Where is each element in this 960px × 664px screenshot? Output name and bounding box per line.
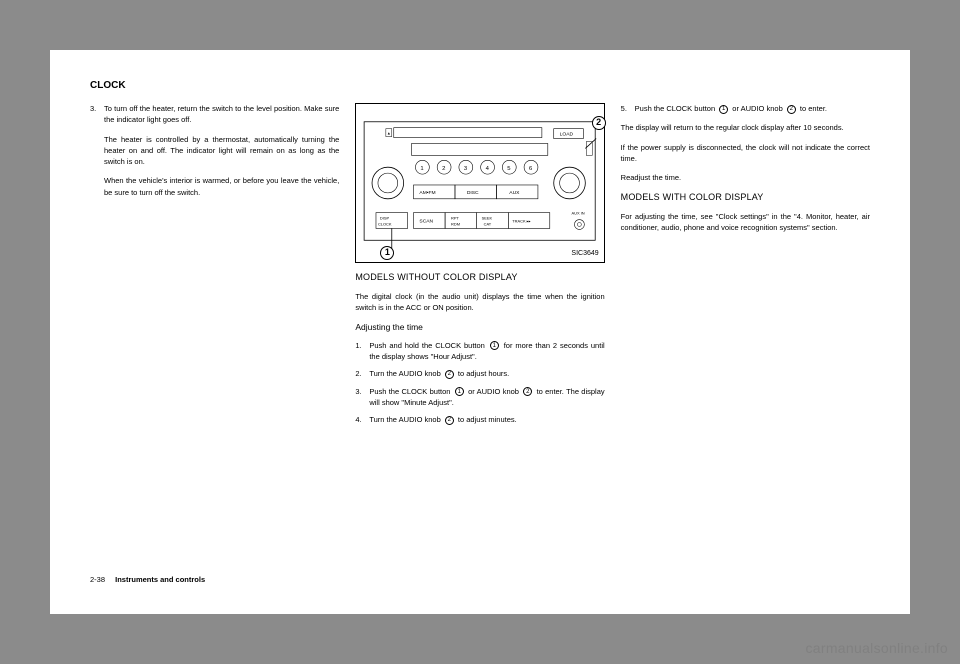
svg-text:AUX: AUX [510, 190, 521, 196]
item-number: 1. [355, 340, 369, 363]
svg-text:3: 3 [464, 166, 468, 172]
paragraph: The heater is controlled by a thermostat… [90, 134, 339, 168]
svg-text:DISC: DISC [467, 190, 479, 196]
item-number: 3. [90, 103, 104, 126]
item-text: Turn the AUDIO knob 2 to adjust hours. [369, 368, 604, 379]
page-header: CLOCK [90, 80, 870, 91]
sub-title: Adjusting the time [355, 321, 604, 334]
svg-text:TRACK ▸▸: TRACK ▸▸ [513, 219, 531, 224]
svg-text:SEEK: SEEK [482, 216, 493, 221]
watermark: carmanualsonline.info [806, 640, 949, 656]
svg-text:AM•FM: AM•FM [420, 190, 436, 196]
svg-text:6: 6 [529, 166, 533, 172]
svg-text:DISP: DISP [380, 216, 390, 221]
ref-circle-2: 2 [787, 105, 796, 114]
item-number: 5. [621, 103, 635, 114]
item-number: 2. [355, 368, 369, 379]
list-item: 4. Turn the AUDIO knob 2 to adjust minut… [355, 414, 604, 425]
svg-text:1: 1 [421, 166, 424, 172]
item-text: Push and hold the CLOCK button 1 for mor… [369, 340, 604, 363]
svg-text:CLOCK: CLOCK [378, 221, 392, 226]
section-title: MODELS WITH COLOR DISPLAY [621, 191, 870, 205]
svg-text:RDM: RDM [451, 221, 460, 226]
svg-text:2: 2 [442, 166, 445, 172]
item-text: Push the CLOCK button 1 or AUDIO knob 2 … [635, 103, 870, 114]
item-number: 3. [355, 386, 369, 409]
paragraph: When the vehicle's interior is warmed, o… [90, 175, 339, 198]
ref-circle-1: 1 [455, 387, 464, 396]
ref-circle-1: 1 [490, 341, 499, 350]
paragraph: Readjust the time. [621, 172, 870, 183]
ref-circle-2: 2 [445, 370, 454, 379]
column-2: ▲ LOAD 1 2 3 4 5 6 [355, 103, 604, 433]
svg-text:LOAD: LOAD [560, 132, 574, 138]
list-item: 3. Push the CLOCK button 1 or AUDIO knob… [355, 386, 604, 409]
item-text: Push the CLOCK button 1 or AUDIO knob 2 … [369, 386, 604, 409]
paragraph: If the power supply is disconnected, the… [621, 142, 870, 165]
list-item: 5. Push the CLOCK button 1 or AUDIO knob… [621, 103, 870, 114]
item-text: To turn off the heater, return the switc… [104, 103, 339, 126]
ref-circle-2: 2 [445, 416, 454, 425]
paragraph: The display will return to the regular c… [621, 122, 870, 133]
svg-text:CAT: CAT [484, 221, 492, 226]
item-text: Turn the AUDIO knob 2 to adjust minutes. [369, 414, 604, 425]
svg-text:SCAN: SCAN [420, 219, 434, 225]
page-footer: 2-38 Instruments and controls [90, 575, 205, 584]
list-item: 2. Turn the AUDIO knob 2 to adjust hours… [355, 368, 604, 379]
radio-diagram: ▲ LOAD 1 2 3 4 5 6 [355, 103, 604, 263]
callout-marker-2: 2 [592, 116, 606, 130]
svg-text:4: 4 [486, 166, 490, 172]
ref-circle-2: 2 [523, 387, 532, 396]
ref-circle-1: 1 [719, 105, 728, 114]
list-item: 1. Push and hold the CLOCK button 1 for … [355, 340, 604, 363]
marker-num: 1 [385, 246, 390, 260]
column-1: 3. To turn off the heater, return the sw… [90, 103, 339, 433]
manual-page: CLOCK 3. To turn off the heater, return … [50, 50, 910, 614]
paragraph: The digital clock (in the audio unit) di… [355, 291, 604, 314]
svg-text:RPT: RPT [451, 216, 459, 221]
list-item: 3. To turn off the heater, return the sw… [90, 103, 339, 126]
footer-section: Instruments and controls [115, 575, 205, 584]
marker-num: 2 [596, 116, 601, 130]
content-columns: 3. To turn off the heater, return the sw… [90, 103, 870, 433]
svg-text:▲: ▲ [387, 131, 391, 136]
page-number: 2-38 [90, 575, 105, 584]
section-title: MODELS WITHOUT COLOR DISPLAY [355, 271, 604, 285]
paragraph: For adjusting the time, see "Clock setti… [621, 211, 870, 234]
svg-text:AUX IN: AUX IN [572, 211, 585, 216]
column-3: 5. Push the CLOCK button 1 or AUDIO knob… [621, 103, 870, 433]
item-number: 4. [355, 414, 369, 425]
figure-code: SIC3649 [571, 249, 598, 260]
svg-text:5: 5 [508, 166, 512, 172]
